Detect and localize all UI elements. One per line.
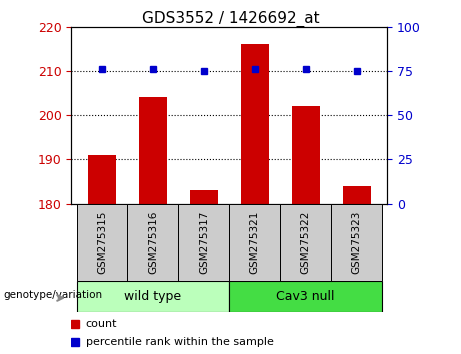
Text: wild type: wild type (124, 290, 182, 303)
Bar (190, 190, 218, 204)
Text: GSM275321: GSM275321 (250, 211, 260, 274)
Bar (77, 204, 128, 281)
Bar (178, 204, 229, 281)
Bar (139, 97, 167, 204)
Text: GSM275316: GSM275316 (148, 211, 158, 274)
Text: GSM275323: GSM275323 (352, 211, 362, 274)
Text: GSM275317: GSM275317 (199, 211, 209, 274)
Text: GSM275315: GSM275315 (97, 211, 107, 274)
Bar (88, 155, 116, 204)
Bar (229, 204, 280, 281)
Bar (343, 186, 371, 204)
Bar (280, 204, 331, 281)
Text: percentile rank within the sample: percentile rank within the sample (86, 337, 273, 347)
Bar (229, 281, 382, 312)
Bar (128, 204, 178, 281)
Text: Cav3 null: Cav3 null (277, 290, 335, 303)
Bar (241, 44, 269, 204)
Bar (331, 204, 382, 281)
Text: GSM275322: GSM275322 (301, 211, 311, 274)
Text: genotype/variation: genotype/variation (4, 290, 103, 300)
Bar (77, 281, 229, 312)
Text: count: count (86, 319, 117, 329)
Bar (292, 106, 320, 204)
Text: GDS3552 / 1426692_at: GDS3552 / 1426692_at (142, 11, 319, 27)
